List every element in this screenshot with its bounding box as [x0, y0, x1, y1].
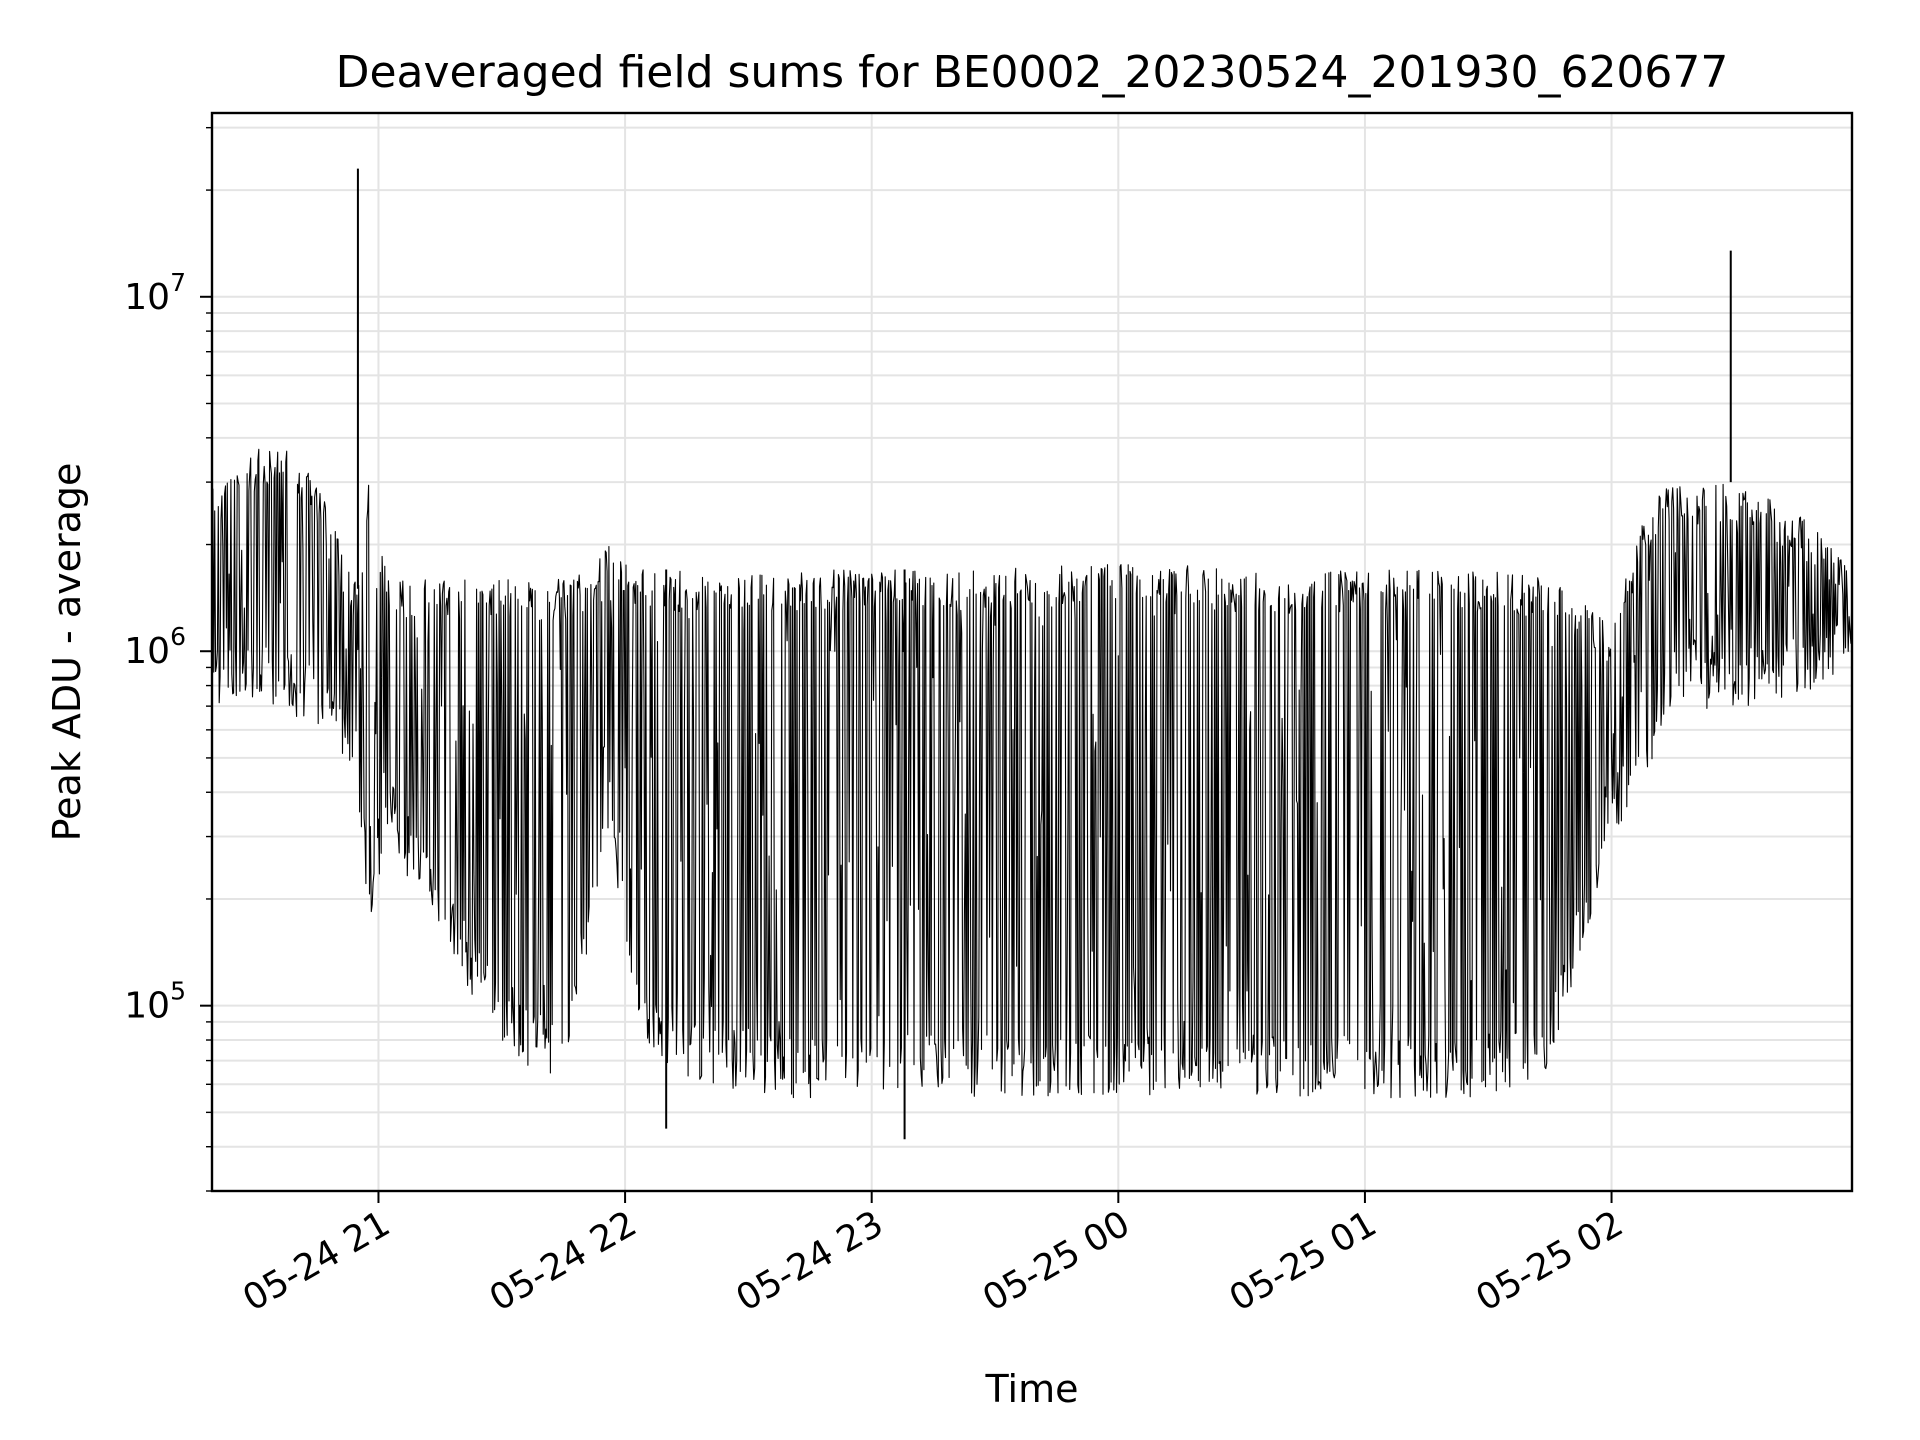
x-axis-label: Time — [985, 1367, 1079, 1411]
y-axis-label: Peak ADU - average — [45, 463, 89, 842]
series-path — [211, 448, 1853, 1099]
series-line — [211, 168, 1853, 1140]
chart-title: Deaveraged field sums for BE0002_2023052… — [336, 47, 1729, 98]
